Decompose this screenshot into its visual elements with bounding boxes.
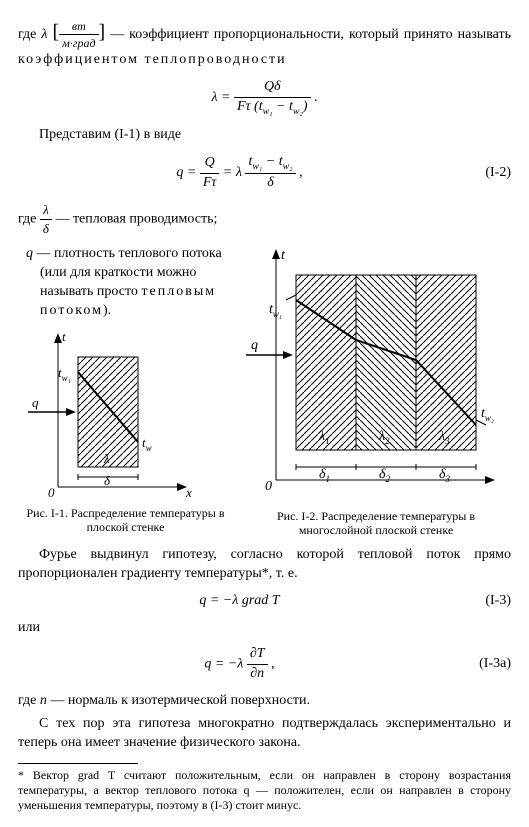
svg-text:δ: δ <box>104 473 111 488</box>
svg-text:t: t <box>62 329 66 344</box>
eq-lhs: q = <box>176 165 196 180</box>
txt-emph: коэффициентом теплопроводности <box>18 52 287 67</box>
figure-I1: t x 0 tw₁ tw q λ δ Рис. I-1. Распределен… <box>18 327 233 535</box>
svg-text:q: q <box>251 338 258 353</box>
eq-den: Fτ (t <box>237 99 263 114</box>
eq-num: Q <box>200 154 220 174</box>
eq-num: ∂T <box>247 645 268 665</box>
eq-den: Fτ <box>200 174 220 193</box>
frac-den: δ <box>40 220 52 238</box>
eq-lhs: λ = <box>211 90 230 105</box>
eq-lhs: q = −λ <box>204 657 246 672</box>
para-lambda-definition: где λ [ вт м·град ] — коэффициент пропор… <box>18 18 511 70</box>
eq-num: Qδ <box>234 78 311 98</box>
figure-row: q — плотность теплового потока (или для … <box>18 241 511 538</box>
txt: — коэффициент пропорциональности, которы… <box>110 27 511 42</box>
txt: n <box>40 693 47 708</box>
frac-num: λ <box>40 201 52 220</box>
txt: ). <box>103 303 111 318</box>
eq-den: ) <box>303 99 308 114</box>
eq-body: q = −λ grad T <box>18 592 461 611</box>
svg-text:0: 0 <box>48 485 55 500</box>
para-fourier: Фурье выдвинул гипотезу, согласно которо… <box>18 546 511 584</box>
fig1-caption: Рис. I-1. Распределение температуры в пл… <box>18 506 233 535</box>
svg-text:δ1: δ1 <box>319 467 330 484</box>
equation-I3: q = −λ grad T (I-3) <box>18 592 511 611</box>
para-represent: Представим (I-1) в виде <box>18 126 511 145</box>
fig1-svg: t x 0 tw₁ tw q λ δ <box>18 327 198 502</box>
equation-lambda: λ = Qδ Fτ (tw₁ − tw₂) . <box>18 78 511 118</box>
svg-text:δ3: δ3 <box>439 467 451 484</box>
svg-text:t: t <box>281 248 286 263</box>
eq-number: (I-3a) <box>461 655 511 674</box>
eq-number: (I-3) <box>461 592 511 611</box>
eq-num: − t <box>262 154 282 169</box>
para-q-def: q — плотность теплового потока (или для … <box>18 245 233 321</box>
footnote: * Вектор grad T считают положительным, е… <box>18 768 511 813</box>
eq-tail: , <box>268 657 275 672</box>
svg-text:tw: tw <box>142 435 152 453</box>
fig2-caption: Рис. I-2. Распределение температуры в мн… <box>241 509 511 538</box>
eq-number: (I-2) <box>461 164 511 183</box>
txt: где <box>18 27 41 42</box>
eq-den: ∂n <box>247 665 268 684</box>
svg-text:λ: λ <box>103 451 110 466</box>
eq-tail: , <box>296 165 303 180</box>
footnote-rule <box>18 763 138 764</box>
equation-I2: q = Q Fτ = λ tw₁ − tw₂ δ , (I-2) <box>18 153 511 193</box>
para-or: или <box>18 619 511 638</box>
unit-den: м·град <box>59 35 98 51</box>
para-where-n: где n — нормаль к изотермической поверхн… <box>18 692 511 711</box>
svg-text:tw₁: tw₁ <box>58 365 71 383</box>
svg-text:δ2: δ2 <box>379 467 391 484</box>
txt: где <box>18 211 40 226</box>
svg-text:tw₂: tw₂ <box>481 406 494 423</box>
txt: где <box>18 693 40 708</box>
para-law: С тех пор эта гипотеза многократно подтв… <box>18 715 511 753</box>
figure-I2: t 0 tw₁ tw₂ q λ1 λ2 λ3 δ1 δ2 δ3 Рис. I-2… <box>241 245 511 538</box>
eq-den: δ <box>245 174 295 193</box>
fig2-svg: t 0 tw₁ tw₂ q λ1 λ2 λ3 δ1 δ2 δ3 <box>241 245 506 505</box>
para-where-lambda-delta: где λ δ — тепловая проводимость; <box>18 201 511 237</box>
unit-num: вт <box>59 18 98 35</box>
eq-mid: = λ <box>223 165 246 180</box>
svg-text:0: 0 <box>265 479 272 494</box>
eq-den: − t <box>273 99 293 114</box>
equation-I3a: q = −λ ∂T ∂n , (I-3a) <box>18 645 511 684</box>
txt: — нормаль к изотермической поверхности. <box>47 693 310 708</box>
svg-text:q: q <box>32 395 39 410</box>
svg-text:x: x <box>185 485 192 500</box>
txt: q <box>26 246 33 261</box>
txt: — тепловая проводимость; <box>55 211 217 226</box>
